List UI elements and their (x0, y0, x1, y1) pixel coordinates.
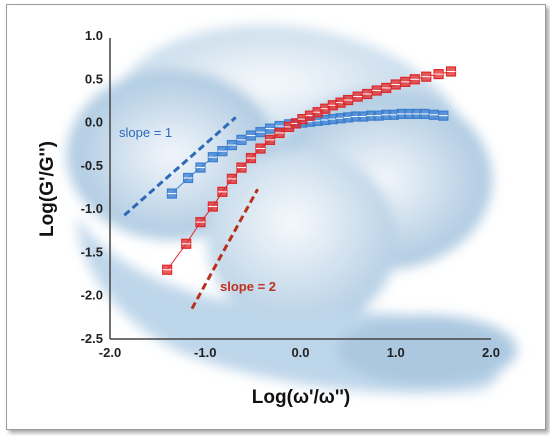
y-tick-label: -2.5 (81, 331, 103, 346)
y-tick-label: -0.5 (81, 158, 103, 173)
chart-frame: 1.0 0.5 0.0 -0.5 -1.0 -1.5 -2.0 -2.5 -2.0 -1.0 0.… (6, 4, 546, 430)
slope-2-label: slope = 2 (220, 279, 276, 294)
x-tick-label: -2.0 (99, 345, 121, 360)
y-tick-label: 0.0 (85, 115, 103, 130)
y-tick-label: -1.5 (81, 244, 103, 259)
y-axis-title: Log(G'/G'') (37, 141, 58, 237)
reference-line-1 (123, 116, 237, 217)
y-tick-label: 0.5 (85, 71, 103, 86)
x-tick-label: 0.0 (291, 345, 309, 360)
x-tick-labels: -2.0 -1.0 0.0 1.0 2.0 (99, 345, 500, 360)
axes (109, 38, 491, 340)
series-2 (162, 66, 457, 275)
reference-line-2 (190, 188, 259, 310)
chart-svg: 1.00.50.0-0.5-1.0-1.5-2.0-2.5 -2.0 -1.0 0.… (37, 25, 517, 408)
x-axis-title: Log(ω'/ω'') (252, 387, 350, 408)
y-tick-labels: 1.0 0.5 0.0 -0.5 -1.0 -1.5 -2.0 -2.5 (81, 28, 103, 346)
x-tick-label: -1.0 (194, 345, 216, 360)
y-tick-label: 1.0 (85, 28, 103, 43)
series-layer (162, 66, 457, 275)
y-tick-label: -2.0 (81, 288, 103, 303)
reference-lines: slope = 1 slope = 2 (119, 116, 276, 310)
background-image (67, 25, 517, 394)
series-1 (166, 108, 449, 199)
x-tick-label: 2.0 (482, 345, 500, 360)
x-tick-label: 1.0 (387, 345, 405, 360)
y-tick-label: -1.0 (81, 201, 103, 216)
slope-1-label: slope = 1 (119, 125, 172, 140)
